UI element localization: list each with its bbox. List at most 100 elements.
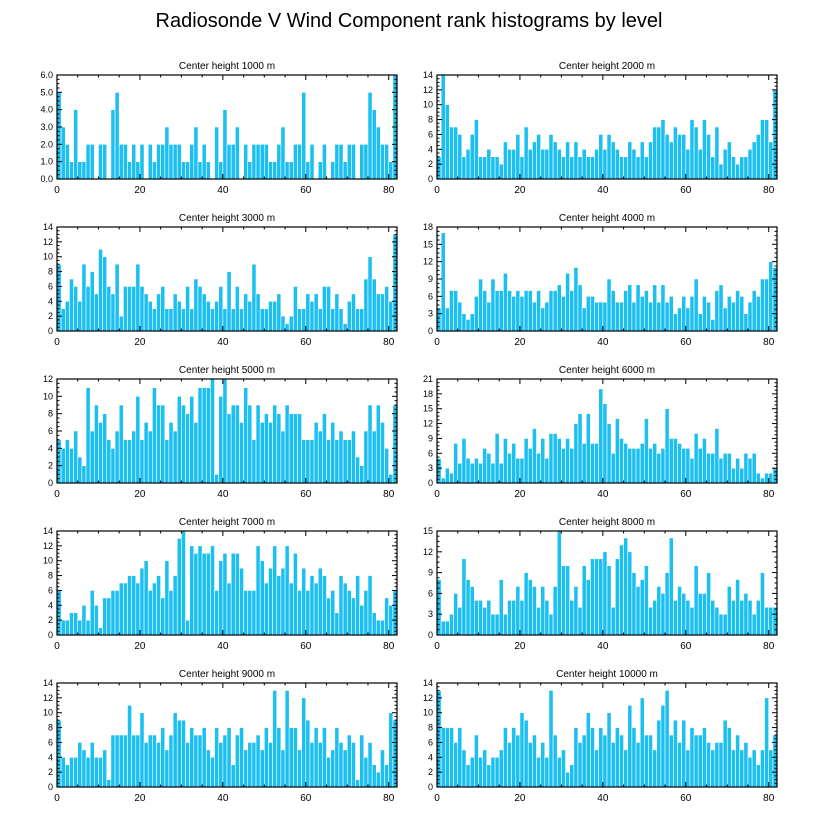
x-tick-label: 60 — [300, 337, 312, 348]
histogram-bar — [247, 404, 253, 484]
histogram-bar — [272, 404, 278, 484]
histogram-bar — [371, 764, 377, 788]
y-tick-label: 14 — [43, 222, 53, 232]
x-tick-label: 40 — [217, 489, 229, 500]
histogram-bar — [731, 749, 736, 788]
histogram-bar — [85, 286, 91, 332]
histogram-bar — [313, 422, 319, 484]
histogram-bar — [288, 413, 294, 484]
y-tick-label: 1.0 — [40, 157, 53, 167]
y-tick-label: 0 — [428, 478, 433, 488]
histogram-bar — [73, 109, 79, 180]
histogram-bar — [156, 293, 161, 332]
histogram-bar — [772, 267, 778, 332]
histogram-bar — [346, 144, 352, 180]
histogram-bar — [747, 756, 753, 788]
histogram-bar — [147, 590, 153, 636]
histogram-bar — [293, 286, 298, 332]
y-tick-label: 4 — [48, 296, 53, 306]
histogram-bar — [247, 590, 253, 636]
histogram-bar — [110, 734, 116, 788]
histogram-bar — [322, 413, 327, 484]
histogram-bar — [338, 575, 344, 636]
histogram-bar — [77, 456, 83, 484]
histogram-bar — [98, 144, 103, 180]
histogram-bar — [172, 712, 178, 788]
y-tick-label: 14 — [423, 70, 433, 80]
histogram-bar — [507, 742, 512, 788]
histogram-bar — [565, 272, 570, 332]
histogram-bar — [627, 704, 633, 788]
histogram-bar — [552, 734, 558, 788]
histogram-bar — [706, 452, 711, 484]
histogram-bar — [507, 452, 512, 484]
y-tick-label: 4 — [48, 752, 53, 762]
histogram-bar — [444, 620, 450, 636]
histogram-bar — [69, 278, 74, 332]
histogram-bar — [735, 579, 740, 636]
histogram-bar — [685, 148, 691, 180]
histogram-bar — [276, 413, 282, 484]
histogram-bar — [706, 134, 711, 180]
histogram-bar — [594, 749, 600, 788]
histogram-bar — [210, 378, 215, 484]
histogram-bar — [639, 141, 645, 180]
x-tick-label: 40 — [597, 641, 609, 652]
x-tick-label: 40 — [217, 641, 229, 652]
histogram-bar — [98, 627, 103, 636]
histogram-panel-5: Center height 5000 m 0 2 4 6 8 10 12 0 20 40 60 80 — [43, 365, 398, 500]
x-tick-label: 0 — [434, 793, 440, 804]
histogram-bar — [726, 586, 732, 636]
histogram-bar — [226, 271, 232, 332]
y-tick-label: 14 — [423, 678, 433, 688]
histogram-bar — [751, 613, 757, 636]
histogram-bar — [536, 134, 541, 180]
histogram-bar — [131, 144, 137, 180]
y-tick-label: 6 — [428, 448, 433, 458]
histogram-bar — [164, 749, 170, 788]
histogram-bar — [301, 567, 307, 636]
histogram-bar — [371, 278, 377, 332]
x-tick-label: 60 — [300, 185, 312, 196]
y-tick-label: 2 — [48, 461, 53, 471]
x-tick-label: 20 — [514, 489, 526, 500]
histogram-bar — [735, 163, 740, 180]
y-tick-label: 4 — [48, 443, 53, 453]
histogram-panel-8: Center height 8000 m 0 3 6 9 12 15 0 20 40 60 80 — [423, 517, 778, 652]
histogram-bar — [644, 565, 649, 636]
histogram-bar — [644, 156, 649, 180]
histogram-bar — [268, 161, 273, 180]
histogram-bar — [172, 575, 178, 636]
histogram-bar — [639, 443, 645, 484]
histogram-bar — [259, 749, 265, 788]
y-tick-label: 0 — [428, 630, 433, 640]
histogram-bar — [309, 300, 315, 332]
histogram-bar — [648, 448, 653, 484]
histogram-bar — [197, 286, 203, 332]
x-tick-label: 20 — [134, 185, 146, 196]
y-tick-label: 12 — [423, 419, 433, 429]
y-tick-label: 6 — [428, 291, 433, 301]
histogram-bar — [702, 593, 707, 636]
histogram-bar — [351, 144, 356, 180]
histogram-bar — [681, 448, 687, 484]
y-tick-label: 8 — [428, 115, 433, 125]
histogram-bar — [511, 296, 517, 332]
histogram-bar — [726, 296, 732, 332]
histogram-bar — [532, 586, 537, 636]
histogram-bar — [648, 734, 653, 788]
histogram-bar — [544, 756, 550, 788]
histogram-bar — [176, 144, 182, 180]
histogram-bar — [569, 600, 575, 636]
histogram-bar — [581, 443, 587, 484]
x-tick-label: 20 — [514, 185, 526, 196]
y-tick-label: 8 — [48, 409, 53, 419]
histogram-bar — [631, 148, 637, 180]
histogram-bar — [548, 613, 554, 636]
histogram-bar — [359, 604, 365, 636]
histogram-bar — [532, 734, 537, 788]
histogram-bar — [371, 430, 377, 484]
histogram-bar — [623, 537, 629, 636]
histogram-bar — [457, 301, 463, 332]
histogram-bar — [94, 293, 99, 332]
